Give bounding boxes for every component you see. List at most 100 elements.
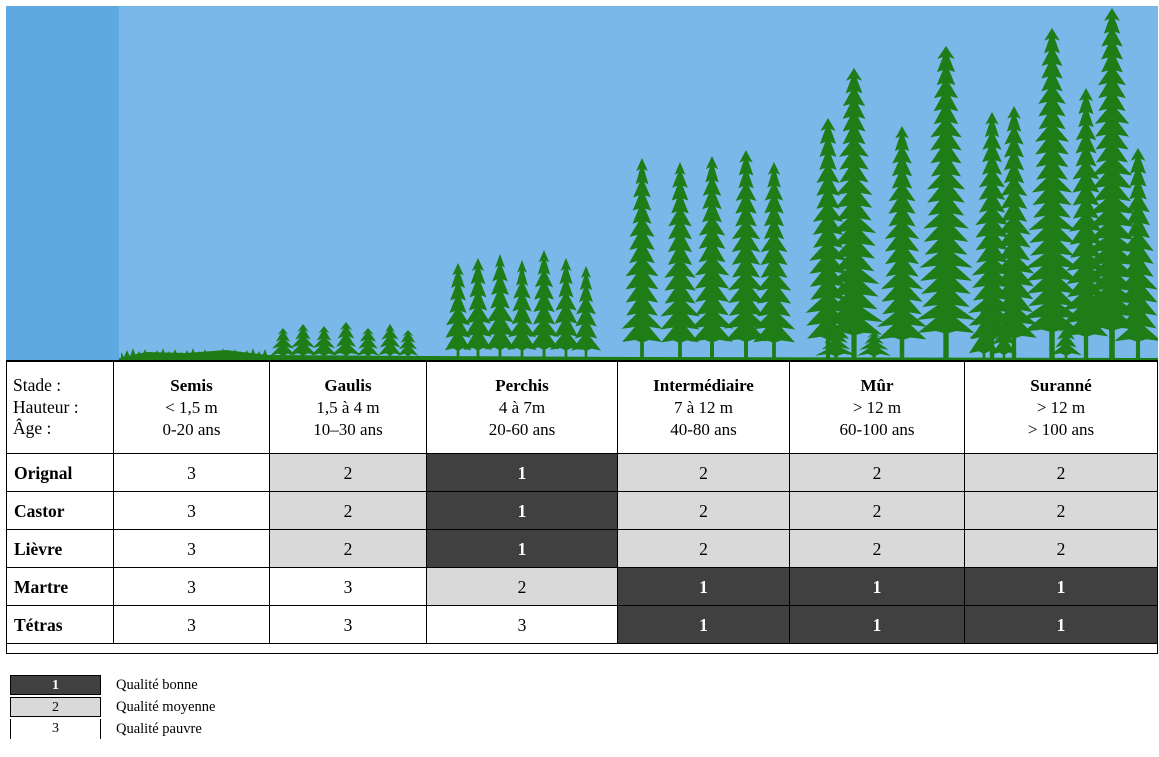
species-label: Orignal [6, 453, 114, 492]
intermediate-tree [724, 150, 768, 358]
quality-cell: 2 [964, 453, 1158, 492]
mature-tree [876, 126, 928, 358]
quality-cell: 2 [789, 491, 965, 530]
intermediate-tree [621, 158, 663, 358]
quality-cell: 2 [789, 529, 965, 568]
quality-cell: 3 [113, 605, 270, 644]
label-hauteur: Hauteur : [13, 396, 79, 417]
legend-swatch-medium: 2 [10, 697, 101, 717]
quality-cell: 1 [426, 491, 618, 530]
quality-cell: 1 [789, 567, 965, 606]
stage-height: 1,5 à 4 m [316, 397, 380, 417]
quality-cell: 2 [789, 453, 965, 492]
pole-tree [464, 258, 492, 358]
quality-cell: 2 [964, 491, 1158, 530]
species-label: Martre [6, 567, 114, 606]
quality-cell: 2 [269, 491, 427, 530]
species-label: Lièvre [6, 529, 114, 568]
stage-height: 7 à 12 m [673, 397, 734, 417]
understory-shrub [969, 298, 999, 358]
pole-tree [444, 263, 472, 358]
legend-swatch-poor: 3 [10, 719, 101, 739]
stage-height: > 12 m [852, 397, 902, 417]
stage-age: 40-80 ans [670, 419, 737, 439]
quality-cell: 3 [269, 567, 427, 606]
label-stade: Stade : [13, 375, 62, 396]
quality-cell: 2 [964, 529, 1158, 568]
stage-name: Semis [170, 375, 213, 395]
stage-age: 60-100 ans [839, 419, 915, 439]
intermediate-tree [660, 162, 700, 358]
understory-shrub [857, 332, 891, 358]
label-age: Âge : [13, 418, 52, 439]
pole-tree [549, 258, 583, 358]
sky-left-band [6, 6, 119, 360]
stage-name: Gaulis [324, 375, 372, 395]
sapling-tree [289, 324, 317, 358]
quality-cell: 1 [617, 567, 790, 606]
sapling-tree [378, 324, 402, 358]
quality-cell: 1 [964, 567, 1158, 606]
table-row-lievre: Lièvre 3 2 1 2 2 2 [6, 529, 1158, 568]
quality-cell: 3 [269, 605, 427, 644]
species-label: Tétras [6, 605, 114, 644]
table-header-row: Stade : Hauteur : Âge : Semis < 1,5 m 0-… [6, 360, 1158, 454]
table-row-martre: Martre 3 3 2 1 1 1 [6, 567, 1158, 606]
quality-cell: 3 [113, 567, 270, 606]
pole-tree [507, 260, 537, 358]
pole-tree [485, 254, 515, 358]
old-growth-tree [1062, 88, 1110, 358]
stage-age: 10–30 ans [313, 419, 383, 439]
stage-illustration-trees-icon [6, 6, 1158, 360]
quality-cell: 2 [617, 491, 790, 530]
sapling-tree [331, 322, 361, 358]
intermediate-tree [690, 156, 734, 358]
table-row-tetras: Tétras 3 3 3 1 1 1 [6, 605, 1158, 644]
understory-shrub [815, 330, 857, 358]
stage-height: 4 à 7m [498, 397, 546, 417]
mature-tree [916, 46, 976, 358]
quality-cell: 2 [617, 529, 790, 568]
quality-cell: 2 [617, 453, 790, 492]
stage-header-intermediaire: Intermédiaire 7 à 12 m 40-80 ans [617, 360, 790, 454]
quality-cell: 3 [113, 453, 270, 492]
sapling-tree [397, 330, 419, 358]
stage-age: 0-20 ans [162, 419, 221, 439]
mature-tree [805, 118, 851, 358]
stage-name: Intermédiaire [653, 375, 754, 395]
sapling-tree [356, 328, 380, 358]
legend-swatch-good: 1 [10, 675, 101, 695]
stage-illustration [6, 6, 1158, 360]
legend-label-poor: Qualité pauvre [116, 721, 202, 737]
quality-cell: 2 [269, 453, 427, 492]
table-row-orignal: Orignal 3 2 1 2 2 2 [6, 453, 1158, 492]
understory-shrub [1050, 324, 1082, 358]
stage-age: > 100 ans [1027, 419, 1095, 439]
pole-tree [570, 266, 602, 358]
quality-cell: 1 [617, 605, 790, 644]
quality-cell: 1 [964, 605, 1158, 644]
ground-vegetation [119, 350, 1158, 360]
stage-height: > 12 m [1036, 397, 1086, 417]
quality-cell: 3 [113, 491, 270, 530]
old-growth-tree [1114, 148, 1158, 358]
quality-cell: 1 [426, 529, 618, 568]
legend-label-medium: Qualité moyenne [116, 699, 216, 715]
legend-label-good: Qualité bonne [116, 677, 198, 693]
stage-age: 20-60 ans [488, 419, 556, 439]
intermediate-tree [752, 162, 796, 358]
stage-header-semis: Semis < 1,5 m 0-20 ans [113, 360, 270, 454]
seedlings [121, 348, 268, 360]
quality-cell: 1 [789, 605, 965, 644]
quality-cell: 3 [426, 605, 618, 644]
stage-name: Mûr [860, 375, 894, 395]
mature-tree [824, 68, 884, 358]
understory-shrub [991, 314, 1017, 358]
quality-cell: 2 [426, 567, 618, 606]
stage-header-mur: Mûr > 12 m 60-100 ans [789, 360, 965, 454]
old-growth-tree [990, 106, 1038, 358]
header-labels-cell: Stade : Hauteur : Âge : [6, 360, 114, 454]
species-label: Castor [6, 491, 114, 530]
quality-cell: 1 [426, 453, 618, 492]
stage-header-perchis: Perchis 4 à 7m 20-60 ans [426, 360, 618, 454]
